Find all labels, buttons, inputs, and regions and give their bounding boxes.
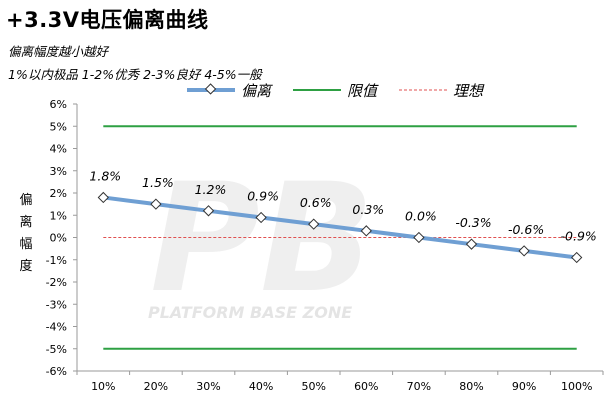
legend-item-ideal: 理想	[397, 80, 483, 101]
page-title: +3.3V电压偏离曲线	[6, 8, 209, 32]
y-tick-label: 0%	[50, 232, 67, 245]
y-tick-label: -4%	[46, 321, 67, 334]
data-label: 0.9%	[247, 188, 279, 203]
data-point	[571, 251, 583, 264]
data-point	[150, 198, 162, 210]
legend-item-limit: 限值	[291, 80, 377, 101]
x-axis: 10% 20% 30% 40% 50% 60% 70% 80% 90% 100%	[76, 370, 604, 393]
data-label: 0.6%	[300, 195, 332, 210]
y-axis-title: 偏离幅度	[19, 193, 33, 274]
watermark: PB PLATFORM BASE ZONE	[148, 152, 374, 326]
data-label: -0.3%	[455, 215, 491, 230]
y-tick-label: 4%	[50, 143, 67, 156]
data-point	[308, 218, 320, 230]
y-axis: 6% 5% 4% 3% 2% 1% 0% -1% -2% -3% -4% -5% -6%	[46, 98, 78, 378]
data-point	[360, 225, 372, 237]
x-tick-label: 100%	[561, 380, 592, 393]
watermark-logo: PB	[150, 152, 374, 326]
y-tick-label: 5%	[50, 120, 67, 133]
data-point	[413, 231, 425, 244]
plot-lines	[103, 125, 577, 350]
legend-label-ideal: 理想	[453, 81, 484, 100]
legend-swatch-ideal	[399, 89, 448, 91]
x-tick-label: 40%	[249, 380, 273, 393]
y-tick-label: 1%	[50, 209, 67, 222]
data-point	[465, 238, 478, 250]
legend-item-deviation: 偏离	[185, 80, 271, 101]
deviation-line	[103, 195, 577, 260]
legend-swatch-limit	[293, 89, 342, 91]
data-point	[97, 191, 109, 204]
data-point	[202, 205, 215, 217]
subtitle-note: 偏离幅度越小越好	[8, 44, 109, 59]
y-tick-label: 6%	[50, 98, 67, 111]
data-labels: 1.8% 1.5% 1.2% 0.9% 0.6% 0.3% 0.0% -0.3% -0.6% -0…	[89, 168, 596, 243]
data-point	[518, 245, 530, 257]
data-label: -0.9%	[561, 229, 597, 244]
data-label: 1.8%	[89, 168, 121, 183]
y-tick-label: -3%	[46, 298, 67, 311]
legend: 偏离 限值 理想	[185, 80, 503, 100]
y-tick-label: -2%	[46, 276, 67, 289]
y-tick-label: -6%	[46, 365, 67, 378]
data-point	[255, 211, 267, 224]
watermark-text: PLATFORM BASE ZONE	[148, 303, 352, 322]
y-tick-label: -1%	[46, 254, 67, 267]
x-tick-label: 10%	[91, 380, 115, 393]
data-label: 0.0%	[405, 209, 437, 224]
y-tick-label: 3%	[50, 165, 67, 178]
x-tick-label: 70%	[407, 380, 431, 393]
x-tick-label: 50%	[301, 380, 325, 393]
legend-label-deviation: 偏离	[241, 81, 272, 100]
x-tick-label: 30%	[196, 380, 220, 393]
data-label: -0.6%	[508, 222, 544, 237]
y-tick-label: 2%	[50, 187, 67, 200]
data-label: 0.3%	[352, 202, 384, 217]
legend-swatch-deviation	[187, 83, 235, 95]
plot-points	[97, 191, 583, 264]
rating-scale-note: 1%以内极品 1-2%优秀 2-3%良好 4-5%一般	[8, 67, 262, 82]
legend-label-limit: 限值	[347, 81, 378, 100]
x-tick-label: 20%	[144, 380, 168, 393]
x-tick-label: 80%	[459, 380, 483, 393]
x-tick-label: 90%	[512, 380, 536, 393]
data-label: 1.5%	[142, 175, 174, 190]
x-tick-label: 60%	[354, 380, 378, 393]
data-label: 1.2%	[195, 182, 227, 197]
y-tick-label: -5%	[46, 343, 67, 356]
